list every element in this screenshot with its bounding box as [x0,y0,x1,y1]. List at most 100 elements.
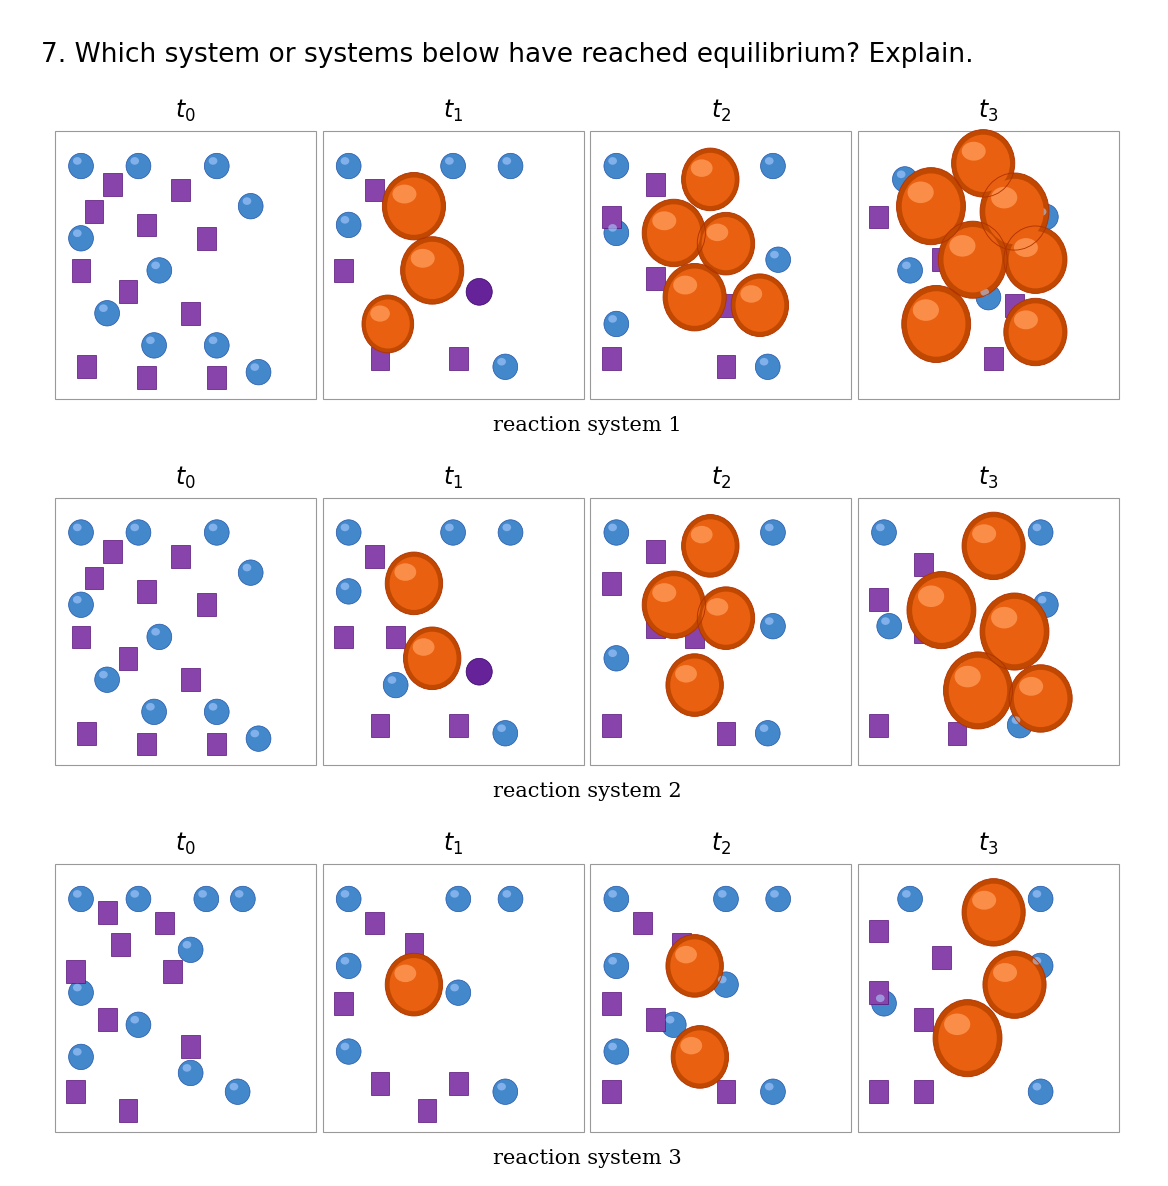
Ellipse shape [126,519,151,546]
Ellipse shape [702,217,750,270]
Ellipse shape [498,886,523,912]
Ellipse shape [238,193,263,219]
Ellipse shape [766,886,791,912]
Ellipse shape [445,523,453,531]
Bar [602,572,620,594]
Ellipse shape [199,890,207,898]
Ellipse shape [1014,670,1068,727]
Ellipse shape [72,983,82,991]
Ellipse shape [141,332,167,358]
Ellipse shape [673,275,697,294]
Bar [449,714,467,737]
Ellipse shape [336,954,361,978]
Bar [717,294,736,317]
Ellipse shape [707,598,729,616]
Bar [449,1072,467,1095]
Ellipse shape [385,954,443,1016]
Text: $t_1$: $t_1$ [443,465,464,491]
Ellipse shape [69,980,93,1006]
Ellipse shape [647,204,701,262]
Bar [77,356,96,378]
Ellipse shape [714,971,738,997]
Bar [366,546,384,568]
Bar [602,714,620,737]
Text: $t_2$: $t_2$ [710,98,731,125]
Bar [932,248,951,272]
Ellipse shape [604,645,628,671]
Ellipse shape [609,890,617,898]
Ellipse shape [759,358,769,365]
Ellipse shape [686,519,735,573]
Ellipse shape [897,167,966,244]
Ellipse shape [876,523,884,531]
Ellipse shape [967,1042,976,1051]
Bar [71,259,90,282]
Bar [602,205,620,228]
Ellipse shape [1009,664,1072,732]
Ellipse shape [938,221,1007,298]
Bar [55,865,317,1131]
Ellipse shape [1034,204,1058,230]
Bar [98,1008,117,1031]
Ellipse shape [95,667,119,693]
Ellipse shape [235,890,243,898]
Ellipse shape [962,512,1026,580]
Bar [370,347,389,370]
Ellipse shape [389,958,438,1012]
Ellipse shape [401,237,464,304]
Ellipse shape [912,299,939,321]
Text: reaction system 3: reaction system 3 [493,1149,681,1168]
Ellipse shape [976,285,1001,310]
Bar [869,205,888,228]
Bar [717,356,736,378]
Ellipse shape [714,886,738,912]
Ellipse shape [336,886,361,912]
Bar [590,132,851,398]
Ellipse shape [1008,304,1062,361]
Ellipse shape [736,279,785,332]
Ellipse shape [680,1037,702,1054]
Bar [67,959,85,983]
Ellipse shape [992,607,1017,629]
Ellipse shape [760,613,785,639]
Bar [55,498,317,765]
Ellipse shape [898,886,923,912]
Ellipse shape [604,886,628,912]
Ellipse shape [1028,954,1054,978]
Ellipse shape [179,1060,203,1085]
Ellipse shape [408,632,457,686]
Ellipse shape [609,224,617,231]
Text: $t_0$: $t_0$ [175,831,196,857]
Ellipse shape [126,153,151,179]
Ellipse shape [99,305,107,312]
Ellipse shape [957,135,1010,192]
Ellipse shape [682,515,739,578]
Ellipse shape [395,563,416,581]
Bar [449,347,467,370]
Ellipse shape [395,964,416,982]
Ellipse shape [131,890,139,898]
Bar [602,347,620,370]
Ellipse shape [918,586,944,607]
Ellipse shape [403,627,461,689]
Bar [673,933,691,956]
Ellipse shape [382,172,445,240]
Ellipse shape [1038,208,1047,216]
Text: $t_3$: $t_3$ [979,98,999,125]
Ellipse shape [69,225,93,251]
Bar [103,540,121,562]
Ellipse shape [697,587,755,650]
Ellipse shape [411,249,434,268]
Ellipse shape [993,963,1017,982]
Bar [404,205,423,228]
Bar [84,567,104,589]
Ellipse shape [902,890,911,898]
Bar [913,553,932,576]
Ellipse shape [881,617,890,625]
Ellipse shape [609,315,617,323]
Ellipse shape [446,886,471,912]
Ellipse shape [72,595,82,604]
Ellipse shape [194,886,218,912]
Bar [602,991,620,1015]
Ellipse shape [498,358,506,365]
